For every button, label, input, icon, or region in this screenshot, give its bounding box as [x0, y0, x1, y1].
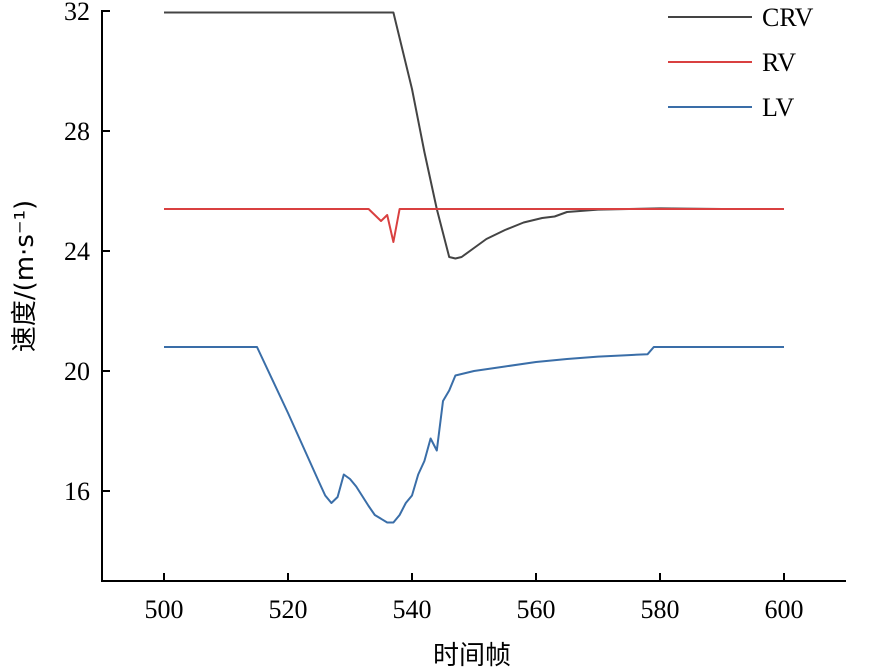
series-lines: [164, 11, 784, 524]
legend: CRV RV LV: [668, 3, 814, 122]
x-ticks: 500 520 540 560 580 600: [145, 573, 804, 624]
x-axis-title: 时间帧: [433, 641, 511, 671]
series-line-rv: [164, 208, 784, 243]
legend-label-crv: CRV: [762, 3, 814, 32]
x-tick-label: 580: [641, 595, 680, 624]
x-tick-label: 500: [145, 595, 184, 624]
x-tick-label: 520: [269, 595, 308, 624]
y-tick-label: 32: [64, 0, 90, 26]
y-tick-label: 20: [64, 357, 90, 386]
y-tick-label: 24: [64, 237, 90, 266]
x-tick-label: 600: [765, 595, 804, 624]
legend-label-lv: LV: [762, 93, 794, 122]
y-tick-label: 28: [64, 117, 90, 146]
series-line-lv: [164, 346, 784, 524]
x-tick-label: 560: [517, 595, 556, 624]
axes: [101, 10, 846, 582]
series-line-crv: [164, 11, 784, 260]
y-tick-label: 16: [64, 477, 90, 506]
legend-label-rv: RV: [762, 48, 796, 77]
y-ticks: 16 20 24 28 32: [64, 0, 110, 506]
x-tick-label: 540: [393, 595, 432, 624]
y-axis-title: 速度/(m·s⁻¹): [10, 200, 40, 352]
